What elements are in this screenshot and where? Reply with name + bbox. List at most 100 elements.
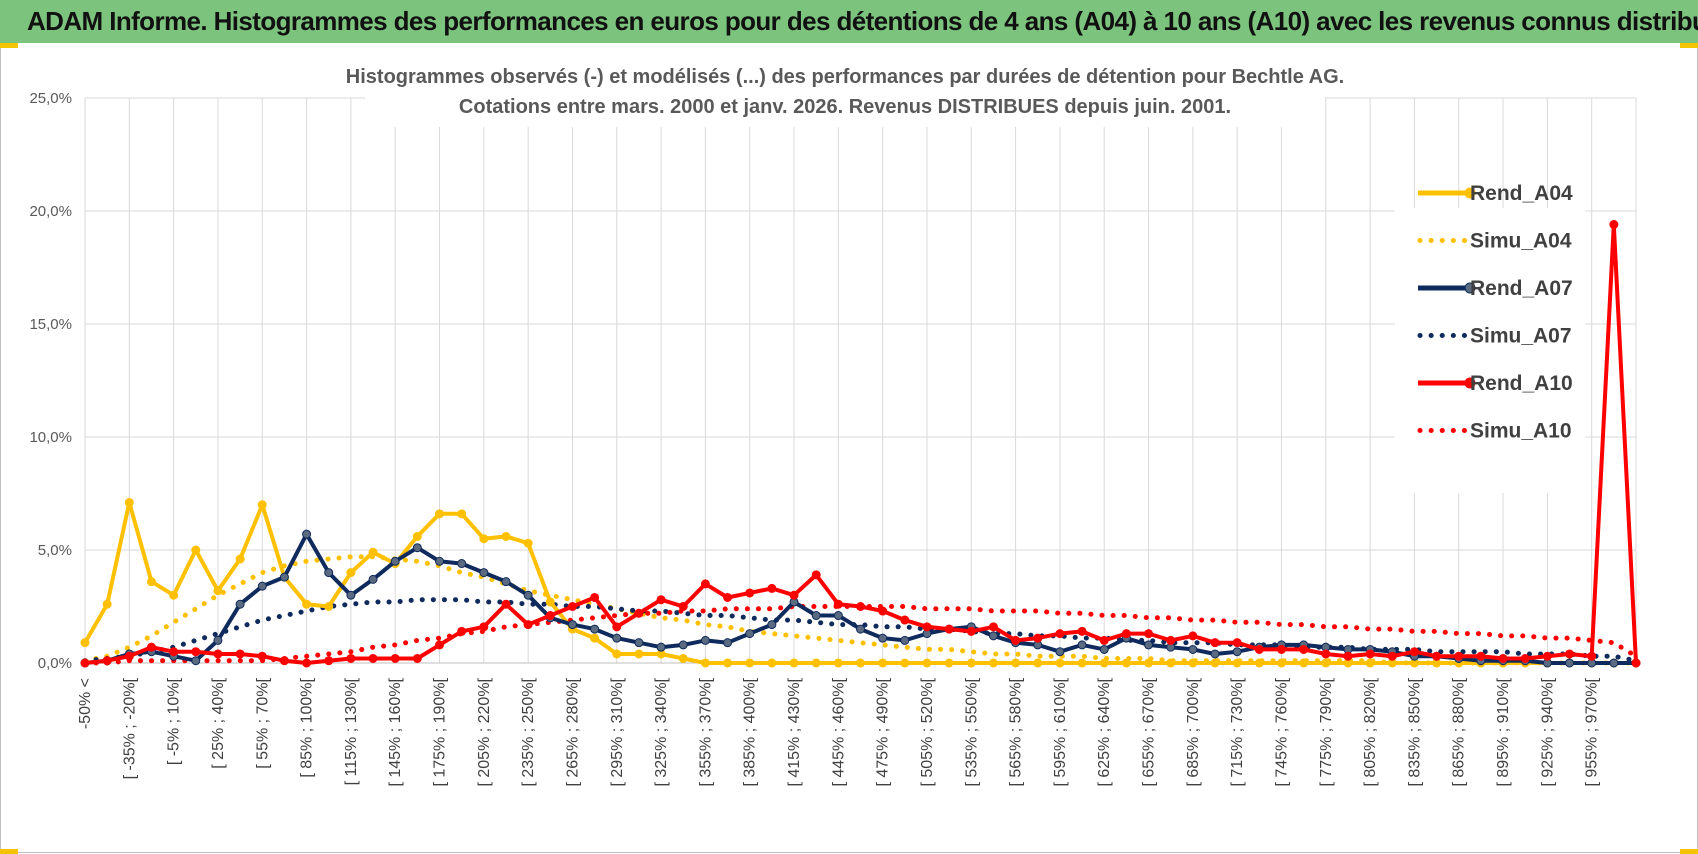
data-point (1077, 658, 1087, 668)
data-point (368, 653, 378, 663)
x-tick-label: [ 925% ; 940%[ (1539, 677, 1556, 786)
x-tick-label: [ 415% ; 430%[ (786, 677, 803, 786)
legend-item: Simu_A07 (1417, 325, 1572, 348)
data-point (1232, 638, 1242, 648)
data-point (1121, 629, 1131, 639)
x-tick-label: [ 715% ; 730%[ (1229, 677, 1246, 786)
data-point (501, 577, 511, 587)
x-tick-label: [ 745% ; 760%[ (1273, 677, 1290, 786)
data-point (479, 534, 489, 544)
data-point (80, 638, 90, 648)
data-point (1321, 658, 1331, 668)
series-rend-a10 (80, 220, 1641, 668)
y-tick-label: 25,0% (29, 90, 72, 107)
header-bar: ADAM Informe. Histogrammes des performan… (0, 0, 1698, 43)
x-tick-label: [ 115% ; 130%[ (343, 677, 360, 785)
data-point (191, 647, 201, 657)
x-tick-label: [ 385% ; 400%[ (742, 677, 759, 786)
data-point (324, 656, 334, 666)
chart-title-line2: Cotations entre mars. 2000 et janv. 2026… (459, 96, 1231, 118)
data-point (1299, 644, 1309, 654)
data-point (811, 658, 821, 668)
data-point (745, 629, 755, 639)
data-point (634, 649, 644, 659)
legend-label: Simu_A10 (1470, 420, 1572, 443)
data-point (457, 559, 467, 569)
data-point (1232, 658, 1242, 668)
data-point (1254, 658, 1264, 668)
data-point (1210, 658, 1220, 668)
data-point (1276, 644, 1286, 654)
report-title: ADAM Informe. Histogrammes des performan… (27, 6, 1698, 36)
data-point (1609, 658, 1619, 668)
y-tick-label: 20,0% (29, 203, 72, 220)
data-point (612, 649, 622, 659)
data-point (146, 577, 156, 587)
data-point (966, 658, 976, 668)
data-point (678, 653, 688, 663)
data-point (191, 545, 201, 555)
data-point (257, 500, 267, 510)
x-tick-label: [ 265% ; 280%[ (564, 677, 581, 786)
data-point (767, 658, 777, 668)
series-line (83, 500, 1636, 665)
legend-label: Rend_A04 (1470, 182, 1573, 205)
x-tick-label: [ 625% ; 640%[ (1096, 677, 1113, 786)
data-point (1365, 649, 1375, 659)
data-point (235, 649, 245, 659)
data-point (833, 599, 843, 609)
chart-title-line1: Histogrammes observés (-) et modélisés (… (346, 66, 1344, 88)
y-tick-label: 15,0% (29, 316, 72, 333)
data-point (1144, 640, 1154, 650)
data-point (523, 538, 533, 548)
data-point (1299, 658, 1309, 668)
data-point (789, 658, 799, 668)
data-point (767, 620, 777, 630)
x-tick-label: [ 505% ; 520%[ (919, 677, 936, 786)
data-point (833, 611, 843, 621)
data-point (678, 640, 688, 650)
data-point (1033, 633, 1043, 643)
x-tick-label: [ 205% ; 220%[ (476, 677, 493, 786)
histogram-chart: 0,0% 5,0% 10,0% 15,0% 20,0% 25,0% -50% < [ -35… (29, 59, 1641, 787)
data-point (1099, 644, 1109, 654)
x-tick-label: [ 655% ; 670%[ (1141, 677, 1158, 786)
data-point (1033, 658, 1043, 668)
x-tick-label: [ 355% ; 370%[ (697, 677, 714, 786)
legend-marker (1464, 282, 1476, 294)
legend-marker (1464, 187, 1476, 199)
data-point (1232, 647, 1242, 657)
series-simu-a07 (82, 597, 1639, 664)
data-point (235, 599, 245, 609)
corner-marker (0, 849, 18, 854)
x-tick-label: [ 295% ; 310%[ (609, 677, 626, 786)
series-line (84, 532, 1636, 665)
data-point (235, 554, 245, 564)
data-point (279, 572, 289, 582)
data-point (1542, 651, 1552, 661)
data-point (1387, 651, 1397, 661)
data-point (523, 590, 533, 600)
data-point (346, 590, 356, 600)
data-point (279, 656, 289, 666)
legend-item: Simu_A10 (1417, 420, 1572, 443)
chart-legend: Rend_A04 Simu_A04 Rend_A07 Simu_A07 Rend_A10… (1395, 182, 1585, 493)
data-point (1055, 647, 1065, 657)
data-point (1631, 658, 1641, 668)
data-point (191, 656, 201, 666)
y-tick-label: 10,0% (29, 429, 72, 446)
data-point (368, 547, 378, 557)
data-point (1498, 653, 1508, 663)
legend-label: Simu_A04 (1470, 230, 1572, 253)
data-point (346, 653, 356, 663)
data-point (723, 638, 733, 648)
data-point (257, 581, 267, 591)
x-tick-label: [ 865% ; 880%[ (1451, 677, 1468, 786)
data-point (878, 633, 888, 643)
data-point (656, 595, 666, 605)
data-point (1409, 647, 1419, 657)
data-point (501, 599, 511, 609)
corner-marker (0, 43, 18, 48)
x-tick-label: [ 235% ; 250%[ (520, 677, 537, 786)
data-point (1077, 626, 1087, 636)
